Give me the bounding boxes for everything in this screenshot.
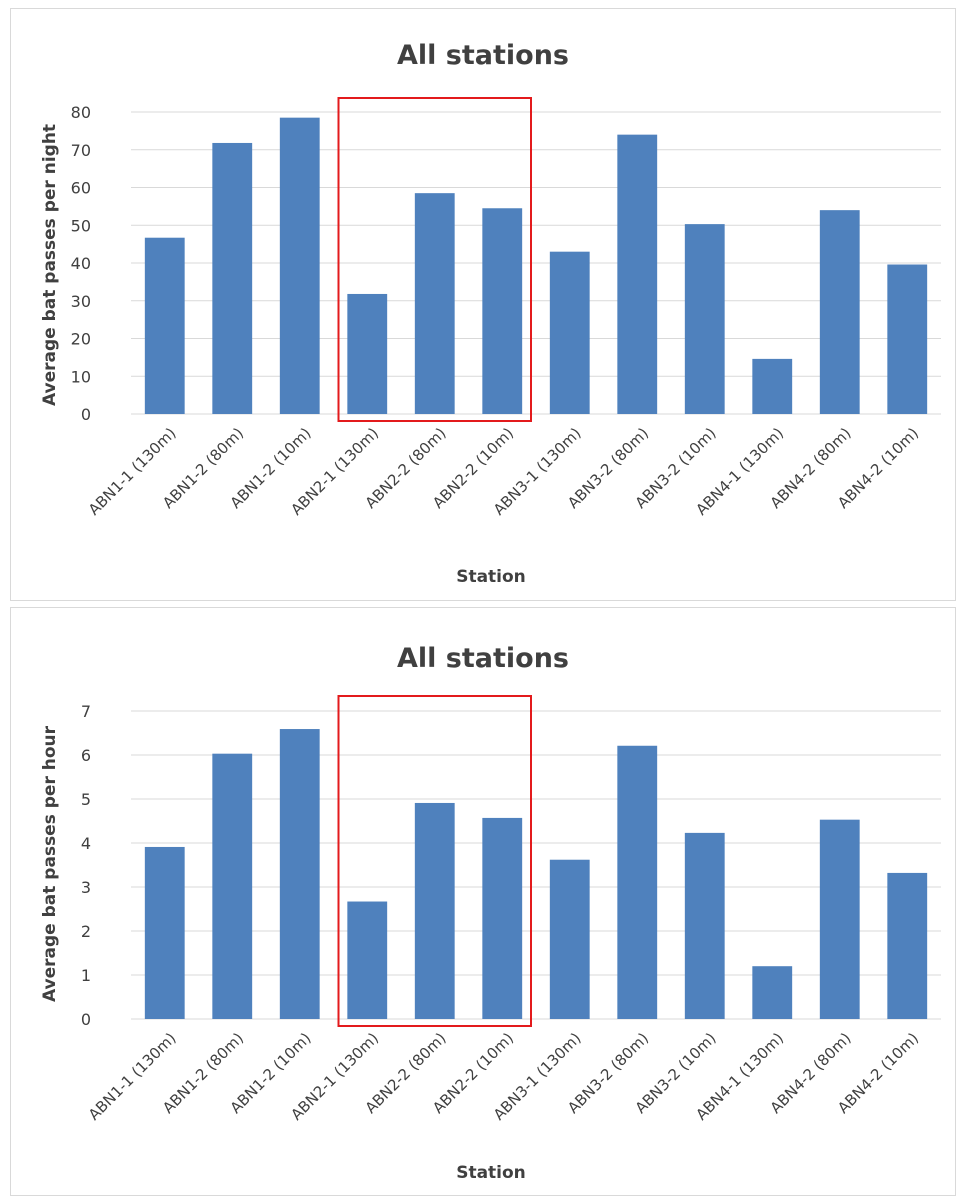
y-tick-label: 50 <box>71 216 91 235</box>
bar <box>549 251 590 414</box>
bar <box>144 846 185 1019</box>
bar <box>212 142 253 414</box>
highlight-box <box>337 97 532 422</box>
chart-title: All stations <box>397 40 569 71</box>
y-tick-label: 2 <box>81 922 91 941</box>
bar <box>752 966 793 1019</box>
chart-title: All stations <box>397 643 569 674</box>
bar <box>279 117 320 414</box>
bar <box>347 901 388 1019</box>
highlight-box <box>337 695 532 1027</box>
bar <box>279 729 320 1019</box>
bar <box>414 193 455 414</box>
y-tick-label: 80 <box>71 103 91 122</box>
y-axis-label: Average bat passes per hour <box>40 725 60 1002</box>
bar <box>482 208 523 414</box>
y-tick-label: 20 <box>71 330 91 349</box>
bar <box>752 358 793 414</box>
bar <box>819 819 860 1019</box>
y-axis-label: Average bat passes per night <box>40 124 60 406</box>
bar-chart-per-night: All stations Average bat passes per nigh… <box>40 40 941 587</box>
bar <box>617 745 658 1019</box>
y-tick-label: 4 <box>81 834 91 853</box>
bar <box>482 817 523 1019</box>
bar <box>887 872 928 1019</box>
y-tick-label: 40 <box>71 254 91 273</box>
bar <box>684 224 725 414</box>
y-tick-label: 7 <box>81 702 91 721</box>
chart-panel-per-night: All stations Average bat passes per nigh… <box>10 8 956 601</box>
bar <box>144 237 185 414</box>
y-tick-label: 70 <box>71 141 91 160</box>
x-axis-label: Station <box>456 1163 526 1183</box>
bar <box>212 753 253 1019</box>
y-tick-label: 30 <box>71 292 91 311</box>
x-axis-label: Station <box>456 567 526 587</box>
y-tick-label: 3 <box>81 878 91 897</box>
bar <box>617 134 658 414</box>
chart-panel-per-hour: All stations Average bat passes per hour… <box>10 607 956 1196</box>
y-tick-label: 5 <box>81 790 91 809</box>
y-tick-label: 1 <box>81 966 91 985</box>
bar <box>887 264 928 414</box>
y-tick-label: 0 <box>81 1010 91 1029</box>
y-tick-label: 60 <box>71 179 91 198</box>
bar <box>549 859 590 1019</box>
bar <box>819 210 860 414</box>
bar <box>684 832 725 1019</box>
bar-chart-per-hour: All stations Average bat passes per hour… <box>40 643 941 1183</box>
y-tick-label: 0 <box>81 405 91 424</box>
y-tick-label: 6 <box>81 746 91 765</box>
bar <box>347 293 388 414</box>
y-tick-label: 10 <box>71 367 91 386</box>
bar <box>414 802 455 1019</box>
